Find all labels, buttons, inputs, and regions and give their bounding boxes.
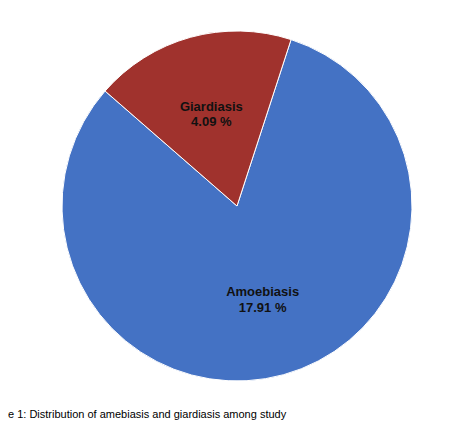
svg-text:Amoebiasis17.91 %: Amoebiasis17.91 % [226, 284, 299, 315]
svg-text:Giardiasis4.09 %: Giardiasis4.09 % [180, 99, 243, 130]
html-text:e 1: Distribution of amebiasis: e 1: Distribution of amebiasis and giard… [8, 408, 287, 420]
